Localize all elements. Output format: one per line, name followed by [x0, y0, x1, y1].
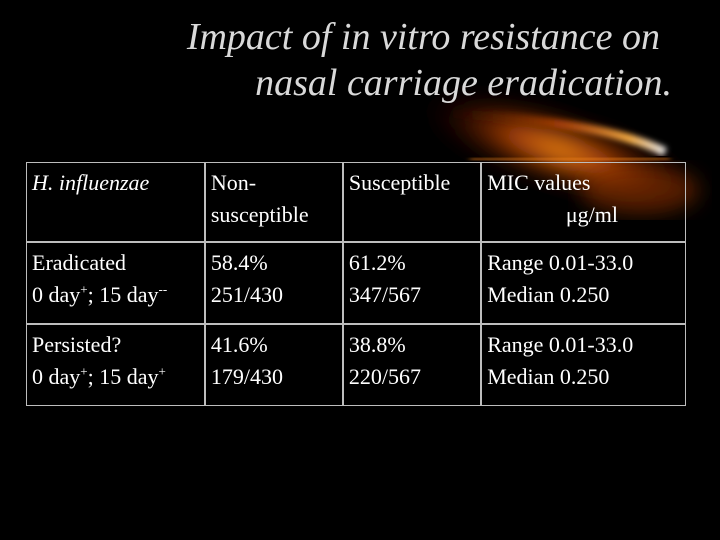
header-susceptible: Susceptible	[342, 162, 482, 242]
mic-unit: μg/ml	[565, 202, 618, 227]
title-line-2: nasal carriage eradication.	[255, 62, 672, 104]
mic-cell: Range 0.01-33.0 Median 0.250	[481, 242, 686, 324]
outcome-label: Persisted?	[32, 332, 122, 357]
title-line-1: Impact of in vitro resistance on	[186, 16, 660, 58]
table-row: Eradicated 0 day+; 15 day-- 58.4% 251/43…	[26, 242, 686, 324]
table-header-row: H. influenzae Non- susceptible Susceptib…	[26, 162, 686, 242]
table-row: Persisted? 0 day+; 15 day+ 41.6% 179/430…	[26, 324, 686, 406]
header-organism: H. influenzae	[26, 162, 205, 242]
outcome-cell: Persisted? 0 day+; 15 day+	[26, 324, 205, 406]
day-status: 0 day+; 15 day--	[32, 281, 168, 307]
susceptible-cell: 61.2% 347/567	[342, 242, 482, 324]
slide-title: Impact of in vitro resistance on nasal c…	[0, 14, 672, 106]
nonsusceptible-cell: 41.6% 179/430	[204, 324, 343, 406]
header-mic-values: MIC values μg/ml	[481, 162, 686, 242]
outcome-cell: Eradicated 0 day+; 15 day--	[26, 242, 205, 324]
nonsusceptible-cell: 58.4% 251/430	[204, 242, 343, 324]
mic-cell: Range 0.01-33.0 Median 0.250	[481, 324, 686, 406]
day-status: 0 day+; 15 day+	[32, 363, 166, 389]
header-nonsusceptible: Non- susceptible	[204, 162, 343, 242]
results-table: H. influenzae Non- susceptible Susceptib…	[26, 162, 686, 406]
susceptible-cell: 38.8% 220/567	[342, 324, 482, 406]
outcome-label: Eradicated	[32, 250, 127, 275]
